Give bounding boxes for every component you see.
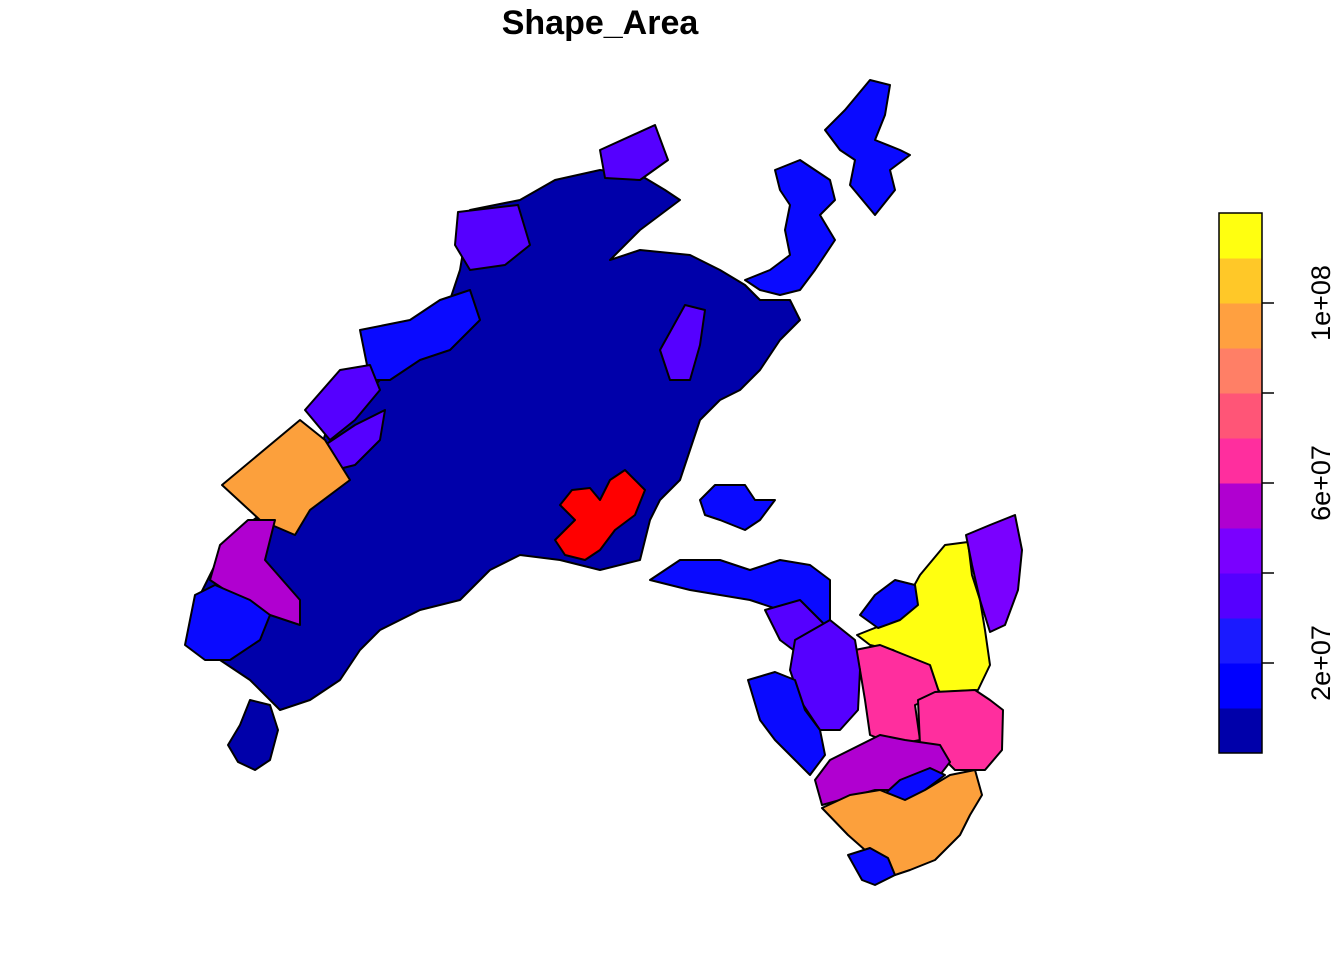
region-alps-blue-south[interactable]	[847, 847, 896, 886]
legend-swatch	[1219, 573, 1262, 619]
region-east-violet[interactable]	[659, 304, 706, 381]
legend-swatch	[1219, 393, 1262, 439]
region-alps-pink-west[interactable]	[854, 644, 941, 746]
legend-swatch	[1219, 528, 1262, 574]
region-northeast-top[interactable]	[824, 79, 911, 216]
legend-swatch	[1219, 663, 1262, 709]
region-northwest-strip[interactable]	[304, 364, 381, 441]
legend-swatch	[1219, 303, 1262, 349]
region-north-tip[interactable]	[599, 124, 669, 181]
legend-colorbar	[1219, 213, 1262, 754]
legend-tick-label: 2e+07	[1306, 625, 1336, 701]
page-title: Shape_Area	[501, 4, 699, 42]
legend: 2e+07 6e+07 1e+08	[1218, 212, 1336, 754]
region-northeast-chain[interactable]	[744, 159, 836, 296]
legend-swatch	[1219, 348, 1262, 394]
region-alps-blue-lake[interactable]	[859, 579, 919, 629]
region-central-red[interactable]	[554, 469, 646, 561]
region-north-violet[interactable]	[454, 204, 531, 271]
map-regions	[184, 79, 1023, 886]
legend-tick-label: 1e+08	[1306, 265, 1336, 341]
legend-swatch	[1219, 708, 1262, 754]
legend-swatch	[1219, 213, 1262, 259]
region-east-blue[interactable]	[699, 484, 776, 531]
region-west-blue[interactable]	[359, 289, 481, 381]
region-geneva-enclave[interactable]	[227, 699, 279, 771]
legend-swatch	[1219, 258, 1262, 304]
region-alps-blue-west[interactable]	[747, 671, 826, 776]
region-alps-purple[interactable]	[965, 514, 1023, 633]
legend-swatch	[1219, 483, 1262, 529]
legend-swatch	[1219, 438, 1262, 484]
legend-tick-label: 6e+07	[1306, 445, 1336, 521]
legend-swatch	[1219, 618, 1262, 664]
region-southwest-blue[interactable]	[184, 584, 271, 661]
legend-ticks: 2e+07 6e+07 1e+08	[1262, 265, 1336, 701]
